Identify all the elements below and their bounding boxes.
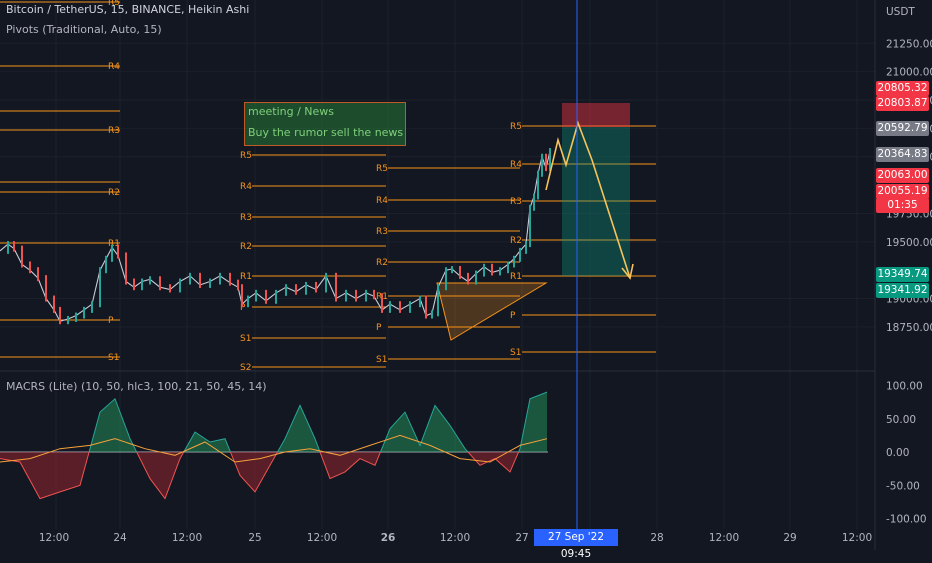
osc-negative-area xyxy=(0,452,547,499)
time-tick: 24 xyxy=(113,532,127,544)
pivot-label: P xyxy=(108,316,114,326)
macrs-legend[interactable]: MACRS (Lite) (10, 50, hlc3, 100, 21, 50,… xyxy=(6,380,267,393)
pivot-label: S1 xyxy=(108,353,119,363)
pivot-label: P xyxy=(376,323,382,333)
osc-tick: -100.00 xyxy=(886,514,927,526)
osc-tick: 50.00 xyxy=(886,414,916,426)
note-line-2: Buy the rumor sell the news xyxy=(248,126,404,139)
pivot-label: R2 xyxy=(108,188,120,198)
price-tick: 21000.00 xyxy=(886,67,932,79)
osc-tick: 0.00 xyxy=(886,447,909,459)
time-tick: 12:00 xyxy=(709,532,739,544)
pivot-label: R1 xyxy=(108,239,120,249)
price-label-target-2: 19341.92 xyxy=(876,283,929,298)
pivot-label: S1 xyxy=(510,348,521,358)
time-tick: 26 xyxy=(381,532,396,544)
crosshair-time-badge: 27 Sep '22 09:45 xyxy=(534,529,618,560)
time-tick: 12:00 xyxy=(842,532,872,544)
time-tick: 12:00 xyxy=(440,532,470,544)
pivot-label: S1 xyxy=(376,355,387,365)
target-zone xyxy=(562,127,630,276)
pivot-label: R1 xyxy=(240,272,252,282)
pivot-label: R2 xyxy=(510,236,522,246)
time-tick: 28 xyxy=(650,532,663,544)
pivot-label: S2 xyxy=(240,363,251,373)
text-note[interactable]: meeting / News Buy the rumor sell the ne… xyxy=(244,102,406,146)
price-label-5: 20063.00 xyxy=(876,168,929,183)
pivots-legend[interactable]: Pivots (Traditional, Auto, 15) xyxy=(6,23,162,36)
time-tick: 12:00 xyxy=(172,532,202,544)
price-label-target-1: 19349.74 xyxy=(876,267,929,282)
pivot-label: R2 xyxy=(376,258,388,268)
time-axis: 12:00 24 12:00 25 12:00 26 12:00 27 12:00 28 29 12:… xyxy=(39,532,872,544)
time-tick: 25 xyxy=(248,532,261,544)
osc-line-up xyxy=(88,391,548,452)
chart-canvas[interactable]: R5 R4 R3 R2 R1 P S1 R5 R4 R3 R2 R1 P S1 S2 R5 R4 R3 R2 R1 P S… xyxy=(0,0,932,550)
grid xyxy=(0,0,875,529)
price-label-stop-2: 20803.87 xyxy=(876,96,929,111)
signal-line xyxy=(0,434,548,463)
short-position-tool xyxy=(562,103,630,276)
time-tick: 12:00 xyxy=(39,532,69,544)
pivot-label: R3 xyxy=(108,126,120,136)
osc-tick: -50.00 xyxy=(886,480,920,492)
note-line-1: meeting / News xyxy=(248,105,334,118)
pivot-label: R3 xyxy=(376,227,388,237)
currency-label: USDT xyxy=(886,6,915,18)
macrs-oscillator xyxy=(0,391,548,500)
pivot-label: P xyxy=(240,303,246,313)
pivot-label: S1 xyxy=(240,334,251,344)
price-label-4: 20364.83 xyxy=(876,147,929,162)
countdown-label: 01:35 xyxy=(876,198,929,213)
triangle-shape xyxy=(436,282,548,341)
time-tick: 29 xyxy=(783,532,796,544)
symbol-legend[interactable]: Bitcoin / TetherUS, 15, BINANCE, Heikin … xyxy=(6,3,250,16)
pivot-label: R3 xyxy=(510,197,522,207)
stop-zone xyxy=(562,103,630,127)
price-label-entry: 20592.79 xyxy=(876,121,929,136)
projection-line xyxy=(545,120,631,279)
osc-tick: 100.00 xyxy=(886,381,923,393)
pivot-label: R4 xyxy=(240,182,252,192)
pivot-label: R1 xyxy=(510,272,522,282)
pivot-label: R5 xyxy=(240,151,252,161)
pivot-label: R5 xyxy=(376,164,388,174)
pivot-lines: R5 R4 R3 R2 R1 P S1 R5 R4 R3 R2 R1 P S1 S2 R5 R4 R3 R2 R1 P S… xyxy=(0,0,656,373)
osc-line-down xyxy=(0,452,520,500)
price-label-last: 20055.19 xyxy=(876,184,929,199)
pivot-label: R5 xyxy=(108,0,120,8)
pivot-label: P xyxy=(510,311,516,321)
time-tick: 27 xyxy=(515,532,528,544)
pivot-label: R3 xyxy=(240,213,252,223)
pivot-label: R2 xyxy=(240,242,252,252)
pivot-label: R4 xyxy=(510,160,522,170)
price-tick: 18750.00 xyxy=(886,322,932,334)
projection-path xyxy=(7,120,634,325)
projection-arrow xyxy=(621,263,634,280)
pivot-label: R5 xyxy=(510,122,522,132)
osc-positive-area xyxy=(0,392,547,452)
triangle-pattern xyxy=(436,282,548,341)
price-tick: 21250.00 xyxy=(886,38,932,50)
time-tick: 12:00 xyxy=(307,532,337,544)
pivot-label: R4 xyxy=(108,62,120,72)
pivot-label: R4 xyxy=(376,196,388,206)
price-tick: 19500.00 xyxy=(886,237,932,249)
price-label-stop-1: 20805.32 xyxy=(876,81,929,96)
